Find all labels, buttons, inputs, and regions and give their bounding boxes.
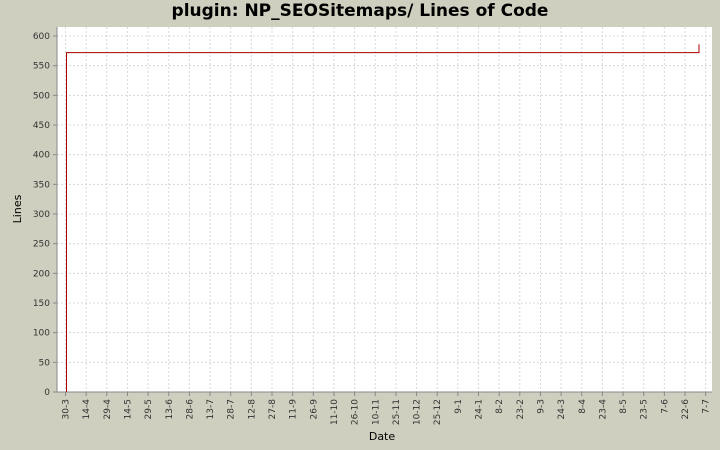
y-tick-label: 250 bbox=[33, 240, 50, 250]
x-tick-label: 30-3 bbox=[62, 399, 72, 419]
series-line-lines-of-code bbox=[66, 44, 700, 392]
x-tick-label: 7-7 bbox=[702, 399, 712, 414]
x-tick-label: 26-10 bbox=[351, 399, 361, 425]
x-axis-ticks: 30-3 14-4 29-4 14-5 29-5 13-6 28-6 13-7 28-7 12-8… bbox=[62, 392, 712, 425]
y-axis-ticks: 0 50 100 150 200 250 300 350 400 450 500 550 600 bbox=[33, 32, 57, 398]
x-tick-label: 12-8 bbox=[247, 399, 257, 420]
y-tick-label: 50 bbox=[39, 358, 51, 368]
y-tick-label: 550 bbox=[33, 62, 50, 72]
x-tick-label: 7-6 bbox=[660, 399, 670, 414]
x-tick-label: 25-11 bbox=[392, 399, 402, 425]
x-tick-label: 11-9 bbox=[289, 399, 299, 420]
x-tick-label: 28-7 bbox=[227, 399, 237, 419]
x-tick-label: 27-8 bbox=[268, 399, 278, 420]
y-tick-label: 600 bbox=[33, 32, 50, 42]
y-tick-label: 450 bbox=[33, 121, 50, 131]
x-tick-label: 23-2 bbox=[516, 399, 526, 419]
y-tick-label: 200 bbox=[33, 269, 50, 279]
x-tick-label: 23-5 bbox=[640, 399, 650, 419]
x-tick-label: 9-1 bbox=[454, 399, 464, 414]
x-tick-label: 24-1 bbox=[475, 399, 485, 419]
x-tick-label: 10-12 bbox=[413, 399, 423, 425]
x-tick-label: 14-5 bbox=[123, 399, 133, 419]
x-tick-label: 9-3 bbox=[536, 399, 546, 414]
x-tick-label: 8-2 bbox=[495, 399, 505, 414]
y-tick-label: 150 bbox=[33, 299, 50, 309]
x-tick-label: 29-4 bbox=[103, 399, 113, 420]
x-tick-label: 28-6 bbox=[185, 399, 195, 420]
x-tick-label: 29-5 bbox=[144, 399, 154, 419]
y-tick-label: 500 bbox=[33, 91, 50, 101]
y-tick-label: 350 bbox=[33, 180, 50, 190]
y-tick-label: 300 bbox=[33, 210, 50, 220]
x-tick-label: 14-4 bbox=[82, 399, 92, 420]
y-tick-label: 400 bbox=[33, 151, 50, 161]
y-tick-label: 0 bbox=[44, 388, 50, 398]
x-tick-label: 8-5 bbox=[619, 399, 629, 414]
x-tick-label: 24-3 bbox=[557, 399, 567, 419]
chart-title: plugin: NP_SEOSitemaps/ Lines of Code bbox=[171, 1, 549, 21]
x-tick-label: 13-7 bbox=[206, 399, 216, 419]
x-tick-label: 25-12 bbox=[433, 399, 443, 425]
x-tick-label: 10-11 bbox=[371, 399, 381, 425]
y-axis-label: Lines bbox=[11, 194, 24, 223]
x-tick-label: 11-10 bbox=[330, 399, 340, 425]
y-tick-label: 100 bbox=[33, 329, 50, 339]
x-tick-label: 22-6 bbox=[681, 399, 691, 420]
x-axis-label: Date bbox=[369, 430, 396, 443]
x-tick-label: 26-9 bbox=[309, 399, 319, 420]
plot-area bbox=[57, 27, 712, 392]
x-tick-label: 13-6 bbox=[165, 399, 175, 420]
x-tick-label: 8-4 bbox=[578, 399, 588, 414]
grid-lines bbox=[57, 27, 712, 392]
x-tick-label: 23-4 bbox=[598, 399, 608, 420]
